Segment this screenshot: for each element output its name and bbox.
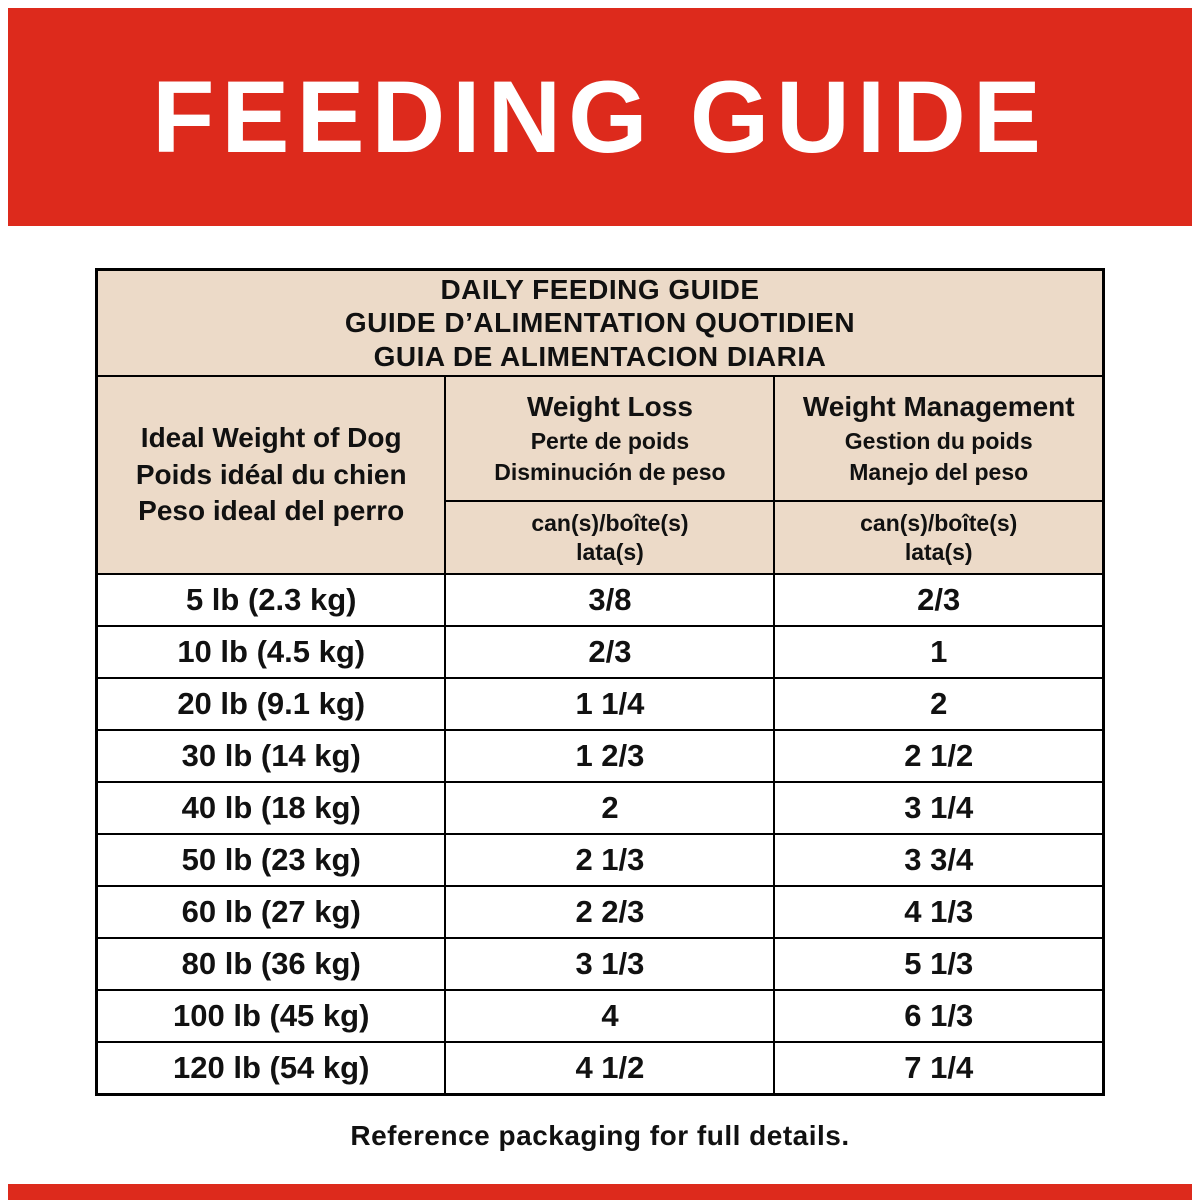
weight-loss-value: 3 1/3: [444, 937, 776, 991]
weight-management-value: 3 1/4: [773, 781, 1105, 835]
column-header-row: Ideal Weight of Dog Poids idéal du chien…: [95, 375, 1105, 575]
weight-loss-value: 2/3: [444, 625, 776, 679]
weight-loss-value: 4: [444, 989, 776, 1043]
weight-cell: 60 lb (27 kg): [95, 885, 447, 939]
feeding-table: DAILY FEEDING GUIDE GUIDE D’ALIMENTATION…: [95, 268, 1105, 1096]
weight-header-en: Ideal Weight of Dog: [140, 422, 402, 454]
weight-loss-unit-cell: can(s)/boîte(s) lata(s): [444, 500, 776, 575]
feeding-guide-banner: FEEDING GUIDE: [8, 8, 1192, 226]
weight-loss-value: 3/8: [444, 573, 776, 627]
table-title-cell: DAILY FEEDING GUIDE GUIDE D’ALIMENTATION…: [95, 268, 1105, 377]
weight-loss-value: 1 2/3: [444, 729, 776, 783]
table-title-line-es: GUIA DE ALIMENTACION DIARIA: [373, 340, 827, 372]
weight-cell: 120 lb (54 kg): [95, 1041, 447, 1095]
weight-management-unit-line-1: can(s)/boîte(s): [860, 509, 1018, 536]
table-row: 30 lb (14 kg) 1 2/3 2 1/2: [95, 729, 1105, 783]
weight-cell: 30 lb (14 kg): [95, 729, 447, 783]
weight-management-value: 1: [773, 625, 1105, 679]
table-row: 80 lb (36 kg) 3 1/3 5 1/3: [95, 937, 1105, 991]
table-title-line-en: DAILY FEEDING GUIDE: [440, 274, 760, 306]
weight-header-fr: Poids idéal du chien: [135, 458, 407, 490]
table-row: 50 lb (23 kg) 2 1/3 3 3/4: [95, 833, 1105, 887]
weight-management-unit-cell: can(s)/boîte(s) lata(s): [773, 500, 1105, 575]
weight-loss-header-fr: Perte de poids: [530, 427, 690, 454]
weight-loss-header-cell: Weight Loss Perte de poids Disminución d…: [444, 375, 776, 502]
table-row: 100 lb (45 kg) 4 6 1/3: [95, 989, 1105, 1043]
table-row: 60 lb (27 kg) 2 2/3 4 1/3: [95, 885, 1105, 939]
weight-management-value: 2/3: [773, 573, 1105, 627]
weight-header-cell: Ideal Weight of Dog Poids idéal du chien…: [95, 375, 447, 575]
weight-header-es: Peso ideal del perro: [138, 495, 405, 527]
weight-cell: 20 lb (9.1 kg): [95, 677, 447, 731]
table-title-row: DAILY FEEDING GUIDE GUIDE D’ALIMENTATION…: [95, 268, 1105, 377]
weight-cell: 50 lb (23 kg): [95, 833, 447, 887]
weight-management-value: 5 1/3: [773, 937, 1105, 991]
weight-loss-value: 2 1/3: [444, 833, 776, 887]
weight-management-header-fr: Gestion du poids: [844, 427, 1033, 454]
footer-note: Reference packaging for full details.: [350, 1120, 850, 1151]
weight-cell: 40 lb (18 kg): [95, 781, 447, 835]
weight-management-header-en: Weight Management: [802, 391, 1075, 423]
feeding-guide-table-container: DAILY FEEDING GUIDE GUIDE D’ALIMENTATION…: [95, 268, 1105, 1096]
table-title-line-fr: GUIDE D’ALIMENTATION QUOTIDIEN: [344, 307, 856, 339]
banner-title: FEEDING GUIDE: [152, 59, 1048, 174]
weight-loss-unit-line-1: can(s)/boîte(s): [531, 509, 689, 536]
weight-cell: 80 lb (36 kg): [95, 937, 447, 991]
weight-management-value: 3 3/4: [773, 833, 1105, 887]
weight-loss-value: 2: [444, 781, 776, 835]
weight-cell: 10 lb (4.5 kg): [95, 625, 447, 679]
weight-management-header-cell: Weight Management Gestion du poids Manej…: [773, 375, 1105, 502]
table-row: 10 lb (4.5 kg) 2/3 1: [95, 625, 1105, 679]
table-row: 20 lb (9.1 kg) 1 1/4 2: [95, 677, 1105, 731]
table-row: 5 lb (2.3 kg) 3/8 2/3: [95, 573, 1105, 627]
weight-loss-value: 2 2/3: [444, 885, 776, 939]
table-row: 120 lb (54 kg) 4 1/2 7 1/4: [95, 1041, 1105, 1095]
weight-management-value: 4 1/3: [773, 885, 1105, 939]
weight-management-header-es: Manejo del peso: [849, 458, 1029, 485]
weight-management-value: 7 1/4: [773, 1041, 1105, 1095]
unit-row: can(s)/boîte(s) lata(s) can(s)/boîte(s) …: [97, 500, 1105, 575]
weight-management-value: 6 1/3: [773, 989, 1105, 1043]
bottom-red-strip: [8, 1184, 1192, 1200]
weight-management-value: 2 1/2: [773, 729, 1105, 783]
weight-management-unit-line-2: lata(s): [904, 538, 973, 565]
weight-loss-value: 4 1/2: [444, 1041, 776, 1095]
weight-management-value: 2: [773, 677, 1105, 731]
table-row: 40 lb (18 kg) 2 3 1/4: [95, 781, 1105, 835]
weight-loss-unit-line-2: lata(s): [576, 538, 644, 565]
weight-cell: 5 lb (2.3 kg): [95, 573, 447, 627]
weight-cell: 100 lb (45 kg): [95, 989, 447, 1043]
weight-loss-header-es: Disminución de peso: [494, 458, 726, 485]
weight-loss-value: 1 1/4: [444, 677, 776, 731]
weight-loss-header-en: Weight Loss: [526, 391, 693, 423]
